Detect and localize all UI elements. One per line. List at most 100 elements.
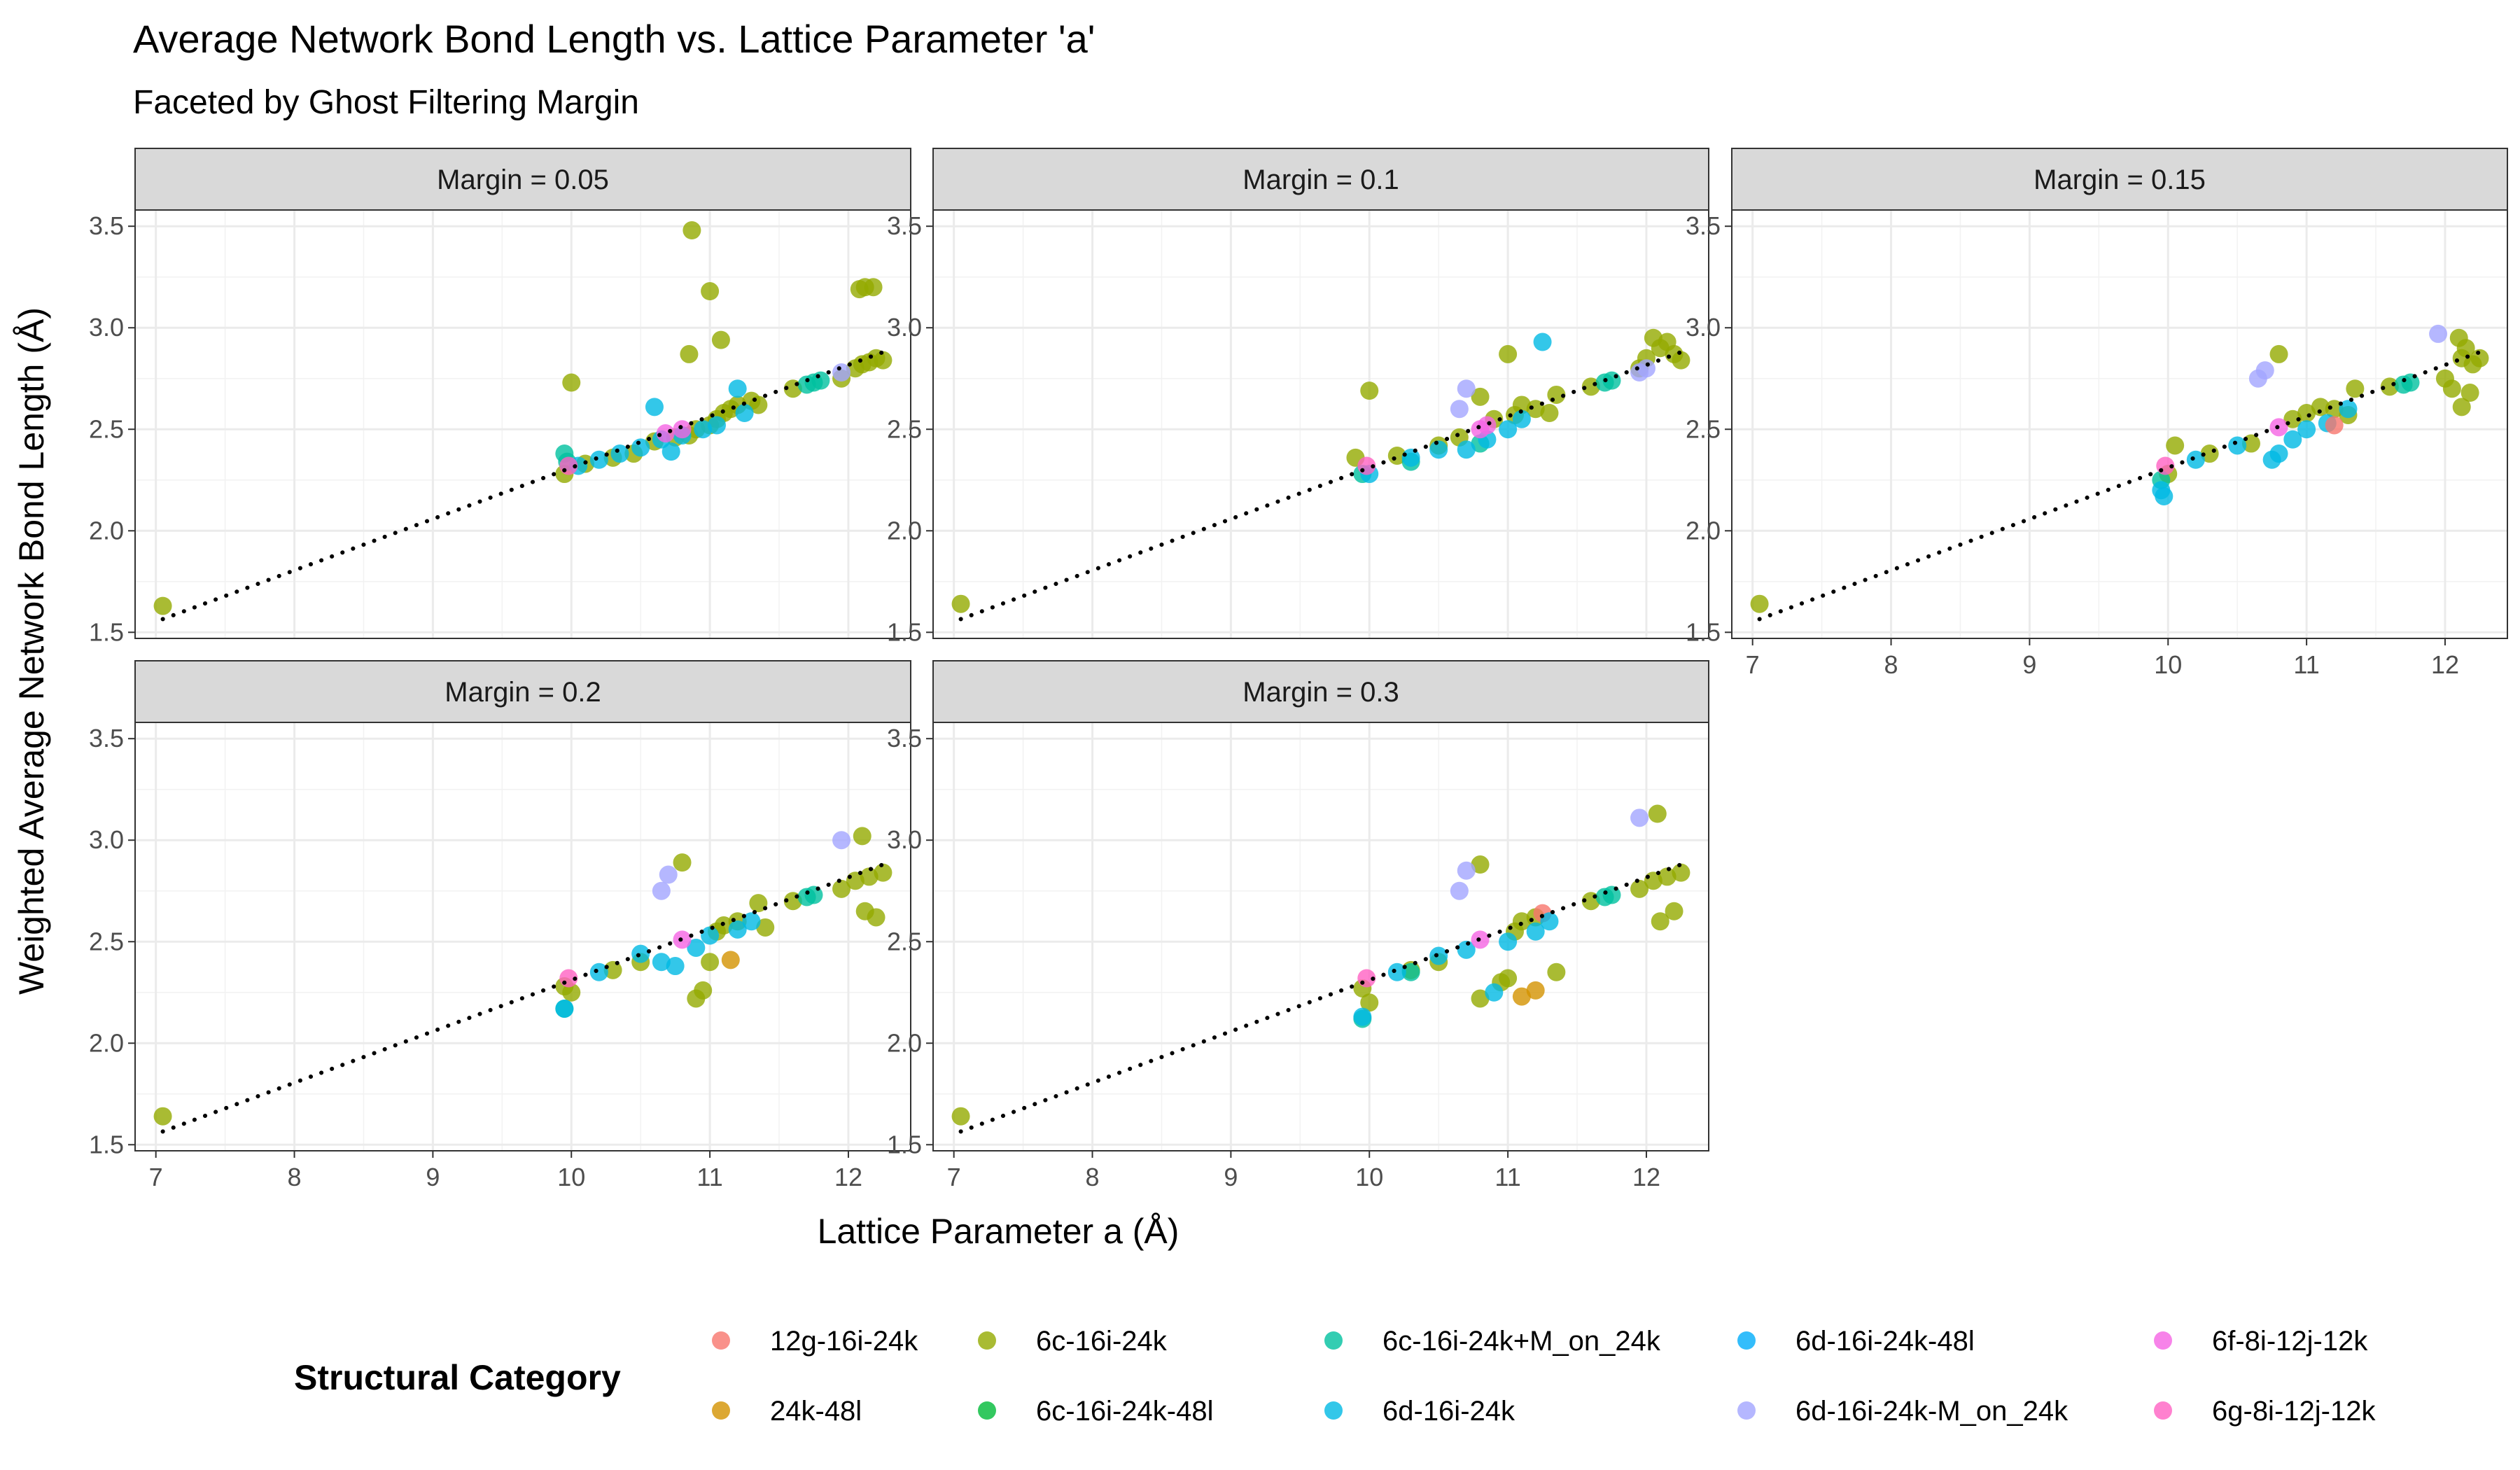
- data-point: [1401, 448, 1420, 467]
- data-point: [610, 444, 629, 463]
- data-point: [2297, 404, 2316, 423]
- data-point: [666, 957, 685, 976]
- data-point: [1637, 359, 1656, 378]
- data-point: [1478, 416, 1497, 435]
- panel-border: [932, 722, 1709, 1152]
- gridlines: [135, 210, 911, 638]
- data-point: [1648, 804, 1667, 823]
- facet-strip-label: Margin = 0.3: [1242, 677, 1399, 708]
- legend-label: 6g-8i-12j-12k: [2212, 1396, 2376, 1427]
- y-axis-title: Weighted Average Network Bond Length (Å): [12, 307, 51, 995]
- data-point: [874, 863, 892, 882]
- x-axis-title: Lattice Parameter a (Å): [818, 1212, 1180, 1251]
- x-tick-label: 10: [2154, 650, 2182, 679]
- x-tick-label: 8: [1884, 650, 1898, 679]
- data-point: [1630, 879, 1649, 898]
- data-point: [2456, 339, 2475, 358]
- data-point: [832, 879, 851, 898]
- x-tick-label: 10: [1355, 1163, 1383, 1191]
- y-tick-label: 3.0: [1686, 313, 1721, 342]
- legend-swatch: [2154, 1331, 2172, 1350]
- data-point: [2429, 324, 2448, 343]
- legend: Structural Category 12g-16i-24k 24k-48l 6c…: [294, 1326, 2376, 1427]
- facet-panel: Margin = 0.3 1.5 2.0 2.5 3.0 3.5 7 8 9 10 11 12: [887, 660, 1709, 1191]
- legend-label: 6f-8i-12j-12k: [2212, 1326, 2368, 1357]
- legend-item: 6c-16i-24k-48l: [978, 1396, 1213, 1427]
- legend-swatch: [712, 1401, 730, 1420]
- data-point: [1651, 912, 1670, 931]
- y-tick-label: 1.5: [887, 617, 922, 646]
- y-tick-label: 2.5: [89, 927, 124, 955]
- data-point: [701, 282, 720, 301]
- data-point: [1360, 993, 1379, 1012]
- data-point: [1512, 912, 1531, 931]
- data-point: [2255, 361, 2274, 380]
- legend-item: 6c-16i-24k+M_on_24k: [1324, 1326, 1661, 1357]
- data-point: [1750, 594, 1769, 613]
- y-tick-label: 2.5: [887, 414, 922, 443]
- legend-item: 6g-8i-12j-12k: [2154, 1396, 2376, 1427]
- data-point: [1485, 983, 1504, 1002]
- legend-item: 6d-16i-24k-M_on_24k: [1737, 1396, 2068, 1427]
- legend-label: 12g-16i-24k: [770, 1326, 918, 1357]
- y-tick-label: 3.5: [887, 724, 922, 752]
- data-point: [1672, 863, 1690, 882]
- data-point: [1533, 332, 1552, 351]
- data-point: [2269, 344, 2288, 363]
- data-points: [153, 221, 892, 615]
- y-tick-label: 1.5: [887, 1130, 922, 1158]
- data-point: [860, 867, 878, 886]
- data-point: [2269, 444, 2288, 463]
- legend-label: 6c-16i-24k+M_on_24k: [1382, 1326, 1661, 1357]
- trend-line: [1757, 350, 2482, 622]
- legend-label: 24k-48l: [770, 1396, 862, 1427]
- legend-item: 6d-16i-24k: [1324, 1396, 1516, 1427]
- facet-strip: [134, 148, 911, 211]
- legend-label: 6d-16i-24k: [1382, 1396, 1516, 1427]
- data-point: [1457, 861, 1476, 880]
- y-tick-label: 2.5: [887, 927, 922, 955]
- x-tick-label: 9: [1224, 1163, 1238, 1191]
- trend-line: [160, 350, 886, 622]
- data-point: [694, 420, 713, 439]
- y-tick-label: 3.0: [89, 313, 124, 342]
- legend-label: 6d-16i-24k-M_on_24k: [1795, 1396, 2068, 1427]
- legend-swatch: [1324, 1331, 1343, 1350]
- legend-swatch: [712, 1331, 730, 1350]
- legend-swatch: [978, 1401, 996, 1420]
- data-point: [2297, 420, 2316, 439]
- data-point: [832, 831, 851, 850]
- data-point: [1471, 989, 1490, 1008]
- data-point: [721, 951, 740, 969]
- data-point: [1499, 344, 1518, 363]
- x-tick-label: 11: [1494, 1163, 1520, 1191]
- data-point: [680, 344, 699, 363]
- data-points: [951, 804, 1690, 1126]
- trend-line: [958, 350, 1684, 622]
- data-point: [874, 351, 892, 370]
- legend-swatch: [2154, 1401, 2172, 1420]
- facet-panel: Margin = 0.1 1.5 2.0 2.5 3.0 3.5: [887, 148, 1709, 646]
- data-point: [832, 363, 851, 382]
- y-tick-label: 3.0: [887, 825, 922, 854]
- legend-label: 6d-16i-24k-48l: [1795, 1326, 1975, 1357]
- data-points: [1750, 324, 2489, 613]
- data-point: [652, 881, 671, 900]
- data-point: [589, 450, 608, 469]
- data-point: [708, 416, 726, 435]
- data-point: [659, 865, 678, 884]
- data-point: [867, 908, 886, 927]
- data-point: [589, 962, 608, 981]
- facet-panel: Margin = 0.15 1.5 2.0 2.5 3.0 3.5 7 8 9 10 11 12: [1686, 148, 2508, 679]
- data-point: [1672, 351, 1690, 370]
- facet-strip-label: Margin = 0.2: [444, 677, 601, 708]
- y-tick-label: 3.5: [89, 211, 124, 240]
- panel-border: [932, 209, 1709, 639]
- legend-label: 6c-16i-24k: [1036, 1326, 1168, 1357]
- data-point: [1457, 440, 1476, 459]
- y-tick-label: 3.0: [887, 313, 922, 342]
- data-point: [749, 894, 768, 913]
- data-point: [2325, 416, 2344, 435]
- data-point: [652, 953, 671, 972]
